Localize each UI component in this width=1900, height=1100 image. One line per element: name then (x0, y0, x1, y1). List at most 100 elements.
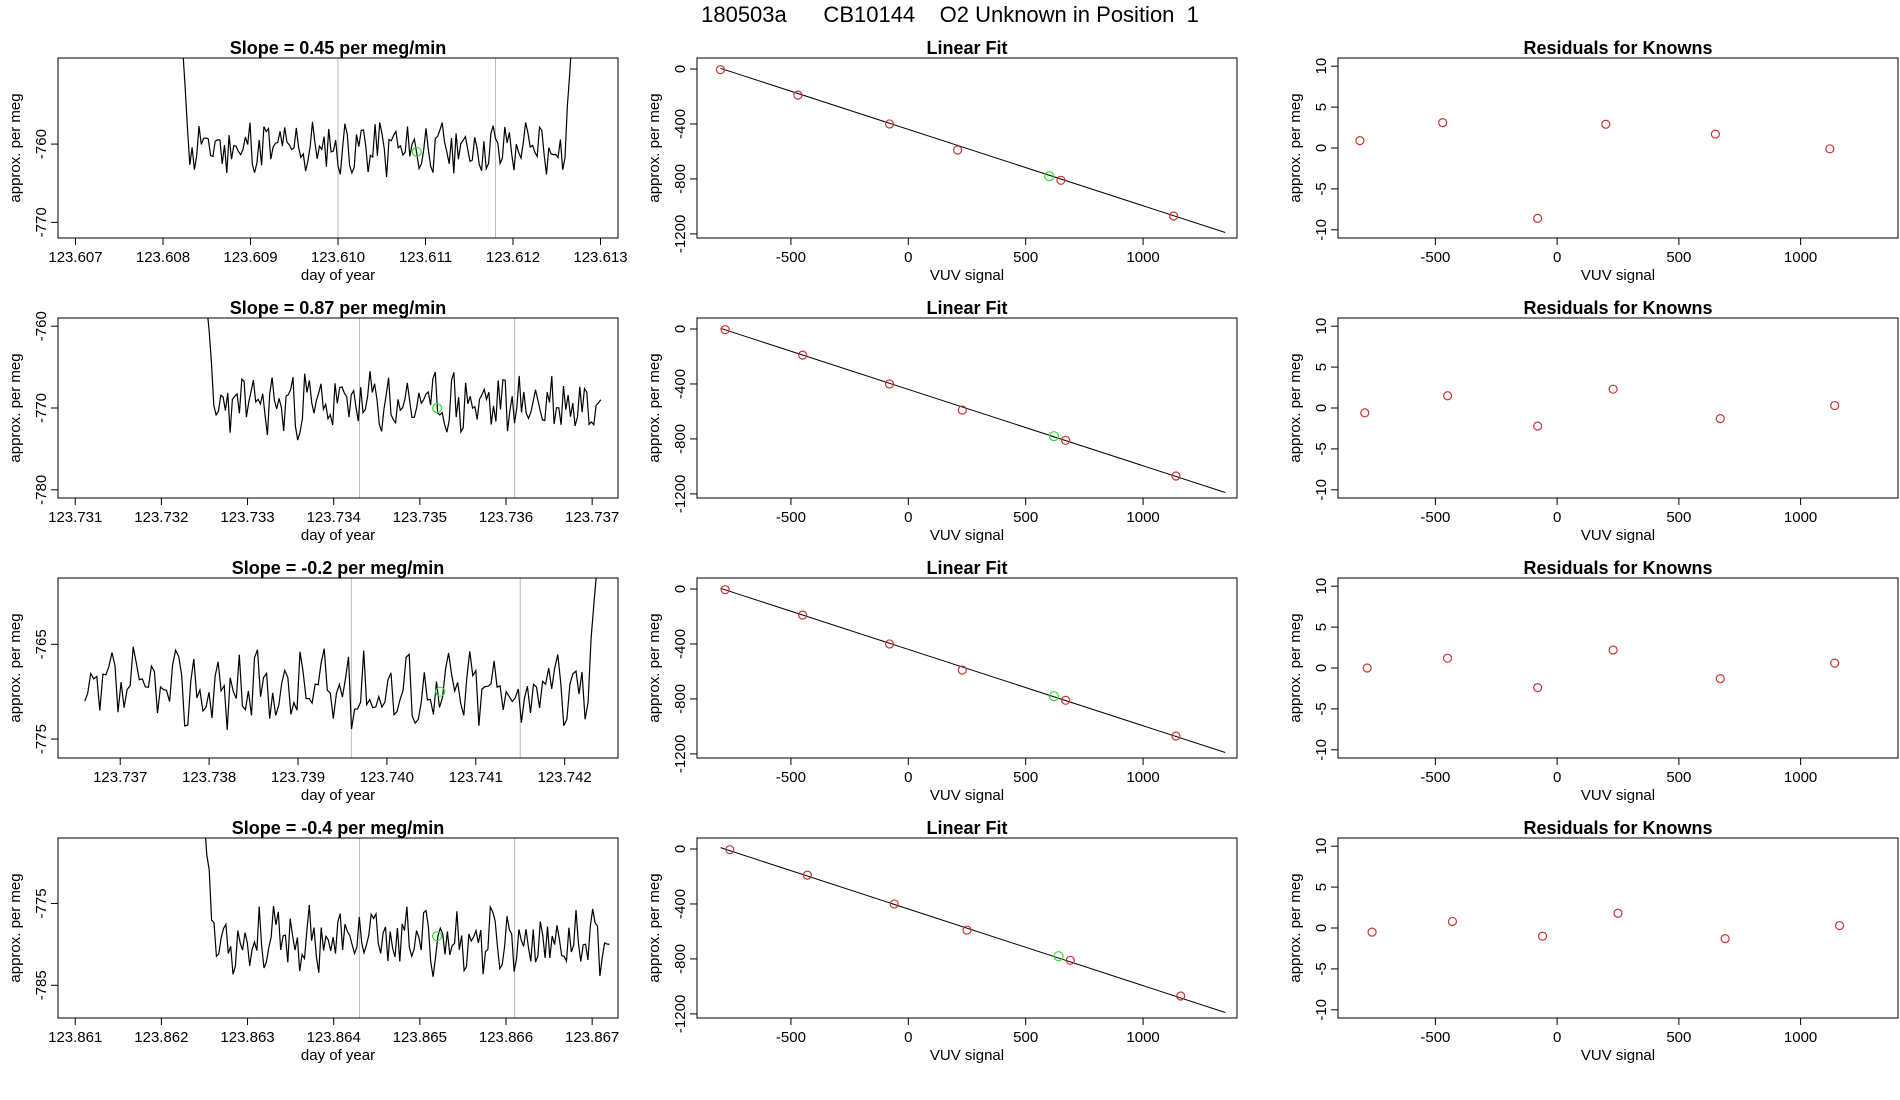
x-axis-label: day of year (301, 267, 375, 284)
y-axis-label: approx. per meg (7, 613, 24, 722)
unknown-point-marker (411, 146, 422, 158)
y-tick-label: 10 (1313, 838, 1330, 855)
data-point (1061, 695, 1071, 705)
chart-title: Slope = -0.4 per meg/min (232, 818, 445, 838)
x-tick-label: 123.865 (393, 1029, 447, 1046)
data-point (720, 585, 730, 595)
data-point (1355, 136, 1365, 146)
data-point (1447, 916, 1458, 927)
y-tick-label: 0 (1313, 664, 1330, 672)
x-tick-label: 1000 (1126, 769, 1159, 786)
plot-frame (696, 577, 1238, 759)
y-tick-label: 5 (1313, 623, 1330, 631)
y-tick-label: -400 (672, 629, 689, 659)
x-tick-label: 123.608 (136, 249, 190, 266)
plot-frame (57, 577, 619, 759)
x-tick-label: 1000 (1784, 769, 1817, 786)
y-axis-label: approx. per meg (646, 873, 663, 982)
data-point (1169, 211, 1179, 221)
x-axis-label: VUV signal (1581, 1047, 1655, 1064)
y-tick-label: 5 (1313, 883, 1330, 891)
x-tick-label: 123.609 (223, 249, 277, 266)
x-tick-label: -500 (776, 1029, 806, 1046)
x-tick-label: 1000 (1126, 509, 1159, 526)
x-axis-label: day of year (301, 527, 375, 544)
y-tick-label: -765 (33, 629, 50, 659)
x-tick-label: 0 (1553, 769, 1561, 786)
y-tick-label: -5 (1313, 702, 1330, 715)
chart-plot-area (207, 318, 602, 498)
chart-panel-8: Linear Fit -500 0 500 1000 VUV signal 0 -400 -80… (646, 558, 1238, 804)
plot-frame (57, 317, 619, 499)
x-tick-label: -500 (1420, 509, 1450, 526)
data-point (1834, 920, 1845, 931)
x-tick-label: 0 (904, 769, 912, 786)
chart-title: Linear Fit (926, 818, 1007, 838)
chart-plot-area (720, 325, 1226, 493)
x-tick-label: -500 (1420, 1029, 1450, 1046)
x-tick-label: 500 (1013, 1029, 1038, 1046)
x-tick-label: 123.737 (565, 509, 619, 526)
data-point (884, 639, 895, 649)
data-point (953, 145, 963, 155)
x-axis-label: day of year (301, 1047, 375, 1064)
x-tick-label: 1000 (1784, 1029, 1817, 1046)
data-series-line (84, 578, 597, 730)
y-tick-label: -800 (672, 684, 689, 714)
chart-plot-area (720, 585, 1226, 753)
x-axis-label: day of year (301, 787, 375, 804)
data-point (1438, 118, 1448, 128)
x-axis-label: VUV signal (930, 527, 1004, 544)
x-axis-label: VUV signal (1581, 267, 1655, 284)
x-tick-label: 500 (1666, 1029, 1691, 1046)
data-series-line (207, 318, 602, 441)
y-tick-label: 5 (1313, 363, 1330, 371)
y-axis-label: approx. per meg (646, 353, 663, 462)
x-tick-label: 0 (1553, 1029, 1561, 1046)
x-axis-label: VUV signal (930, 267, 1004, 284)
y-tick-label: -5 (1313, 182, 1330, 195)
x-tick-label: 123.613 (573, 249, 627, 266)
x-tick-label: 123.737 (93, 769, 147, 786)
unknown-point-marker (1048, 431, 1059, 442)
y-tick-label: -5 (1313, 442, 1330, 455)
chart-plot-area (1360, 384, 1840, 431)
x-tick-label: 0 (904, 509, 912, 526)
x-tick-label: 500 (1666, 509, 1691, 526)
y-axis-label: approx. per meg (1287, 353, 1304, 462)
fit-line (720, 67, 1226, 233)
y-tick-label: -780 (33, 475, 50, 505)
unknown-point-marker (1044, 171, 1055, 182)
y-axis-label: approx. per meg (1287, 873, 1304, 982)
y-tick-label: -1200 (672, 735, 689, 773)
y-tick-label: 10 (1313, 58, 1330, 75)
y-tick-label: 0 (1313, 144, 1330, 152)
x-tick-label: 123.741 (449, 769, 503, 786)
data-point (889, 899, 899, 909)
chart-panel-7: Slope = -0.2 per meg/min 123.737 123.738 12… (7, 558, 619, 804)
x-tick-label: 0 (904, 249, 912, 266)
data-point (884, 119, 895, 129)
x-tick-label: 123.742 (538, 769, 592, 786)
x-tick-label: 500 (1666, 249, 1691, 266)
data-point (962, 925, 972, 935)
y-tick-label: -400 (672, 369, 689, 399)
y-axis-label: approx. per meg (646, 613, 663, 722)
y-axis-label: approx. per meg (1287, 93, 1304, 202)
data-point (1825, 144, 1835, 154)
x-tick-label: 123.607 (48, 249, 102, 266)
x-tick-label: 500 (1013, 249, 1038, 266)
y-tick-label: 10 (1313, 318, 1330, 335)
x-tick-label: 123.862 (134, 1029, 188, 1046)
x-tick-label: 123.735 (393, 509, 447, 526)
data-series-line (182, 58, 572, 178)
y-tick-label: 0 (672, 325, 689, 333)
y-tick-label: -785 (33, 970, 50, 1000)
x-tick-label: 1000 (1784, 509, 1817, 526)
chart-plot-area (182, 58, 572, 238)
chart-panel-9: Residuals for Knowns -500 0 500 1000 VUV sign… (1287, 558, 1899, 804)
x-tick-label: 0 (1553, 249, 1561, 266)
x-tick-label: 123.863 (220, 1029, 274, 1046)
y-tick-label: -5 (1313, 962, 1330, 975)
y-tick-label: -400 (672, 109, 689, 139)
